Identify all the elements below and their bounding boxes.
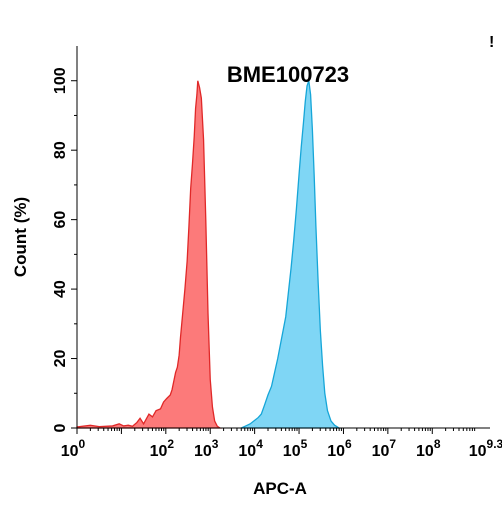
histogram-series-1 [76, 80, 223, 429]
x-tick-label: 103 [194, 437, 219, 460]
x-tick-label: 109.3 [469, 437, 502, 460]
y-tick-label: 60 [52, 211, 69, 229]
series-layer [76, 80, 342, 429]
chart-title: BME100723 [227, 62, 349, 87]
x-tick-label: 108 [416, 437, 441, 460]
y-tick-label: 100 [52, 67, 69, 94]
x-tick-label: 105 [283, 437, 308, 460]
y-axis-ticks: 0 20 40 60 80 100 [52, 67, 77, 432]
x-tick-label: 107 [372, 437, 397, 460]
x-axis-ticks: 100 102 103 104 105 106 107 108 109.3 [61, 428, 502, 460]
y-tick-label: 0 [52, 423, 69, 432]
y-tick-label: 80 [52, 141, 69, 159]
y-tick-label: 20 [52, 350, 69, 368]
x-tick-label: 102 [150, 437, 175, 460]
corner-mark: ! [489, 34, 494, 51]
x-tick-label: 100 [61, 437, 86, 460]
y-axis-title: Count (%) [11, 197, 30, 277]
x-tick-label: 106 [327, 437, 352, 460]
histogram-series-2 [241, 80, 342, 429]
y-tick-label: 40 [52, 280, 69, 298]
x-tick-label: 104 [238, 437, 263, 460]
x-axis-title: APC-A [253, 479, 307, 498]
